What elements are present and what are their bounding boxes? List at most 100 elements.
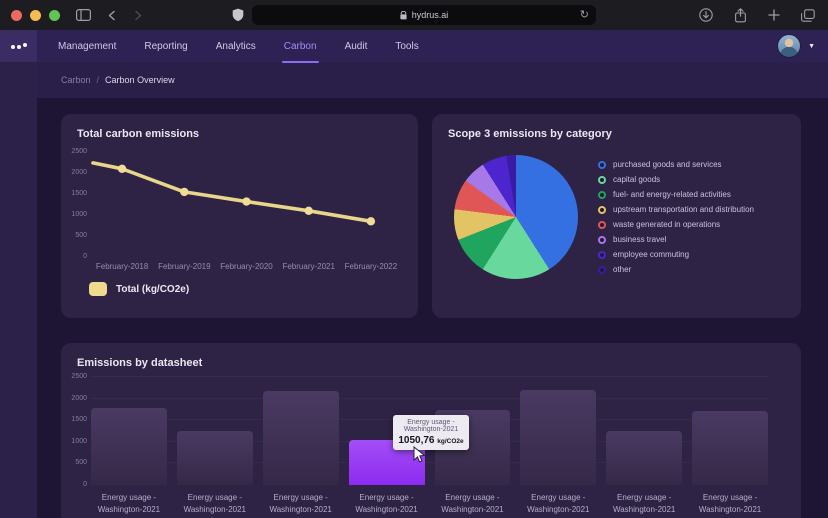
pie-legend-bullet-icon <box>598 175 606 184</box>
line-data-point[interactable] <box>242 197 251 206</box>
y-tick-label: 500 <box>75 459 87 467</box>
nav-item-analytics[interactable]: Analytics <box>215 40 256 52</box>
pie-legend: purchased goods and services capital good… <box>598 160 754 274</box>
pie-legend-label: purchased goods and services <box>613 160 722 169</box>
breadcrumb: Carbon / Carbon Overview <box>37 62 828 98</box>
gridline <box>91 376 768 377</box>
gridline <box>91 397 768 399</box>
line-data-point[interactable] <box>180 187 189 197</box>
bar[interactable] <box>262 390 339 485</box>
new-tab-icon[interactable] <box>768 9 780 21</box>
line-data-point[interactable] <box>304 206 313 215</box>
mouse-cursor <box>413 446 426 463</box>
line-data-point[interactable] <box>366 217 376 226</box>
card-title-total-emissions: Total carbon emissions <box>77 128 200 140</box>
nav-item-reporting[interactable]: Reporting <box>144 40 188 52</box>
privacy-shield-icon[interactable] <box>232 8 244 22</box>
pie-legend-item: other <box>598 265 754 274</box>
sidebar-toggle-icon[interactable] <box>76 9 91 21</box>
window-close-button[interactable] <box>11 9 22 21</box>
tooltip-series-line2: Washington-2021 <box>403 426 459 433</box>
pie-legend-item: purchased goods and services <box>598 160 754 169</box>
y-tick-label: 1000 <box>71 211 87 218</box>
x-tick-label: February-2019 <box>158 262 211 271</box>
card-title-datasheet: Emissions by datasheet <box>77 357 203 369</box>
bar[interactable] <box>176 430 253 485</box>
pie-chart[interactable] <box>454 155 578 279</box>
left-rail <box>0 62 37 518</box>
bar-label: Energy usage - Washington-2021 <box>441 493 504 514</box>
nav-item-audit[interactable]: Audit <box>344 40 368 52</box>
browser-chrome: hydrus.ai ↻ <box>0 0 828 30</box>
user-menu[interactable]: ▼ <box>777 34 815 58</box>
address-bar[interactable]: hydrus.ai ↻ <box>252 5 596 25</box>
pie-legend-bullet-icon <box>598 205 606 214</box>
tab-overview-icon[interactable] <box>801 8 815 22</box>
pie-legend-label: capital goods <box>613 175 661 184</box>
bar-label: Energy usage - Washington-2021 <box>183 493 247 514</box>
line-chart <box>91 161 376 226</box>
nav-item-management[interactable]: Management <box>58 40 117 52</box>
bar-tooltip: Energy usage - Washington-2021 1050,76 k… <box>393 415 469 450</box>
legend-swatch <box>89 282 107 296</box>
share-icon[interactable] <box>734 7 747 23</box>
pie-legend-bullet-icon <box>598 235 606 244</box>
bar[interactable] <box>91 408 167 485</box>
gridline <box>91 462 768 464</box>
bar[interactable] <box>520 389 597 485</box>
nav-item-carbon[interactable]: Carbon <box>281 40 319 63</box>
bar-label: Energy usage - Washington-2021 <box>527 493 590 514</box>
downloads-icon[interactable] <box>699 8 713 22</box>
y-tick-label: 2500 <box>71 148 87 155</box>
bar-label: Energy usage - Washington-2021 <box>355 493 418 514</box>
pie-legend-label: employee commuting <box>613 250 690 259</box>
user-avatar[interactable] <box>777 34 802 58</box>
pie-legend-label: business travel <box>613 235 667 244</box>
pie-legend-item: upstream transportation and distribution <box>598 205 754 214</box>
pie-legend-item: capital goods <box>598 175 754 184</box>
pie-legend-bullet-icon <box>598 220 606 229</box>
bar-label: Energy usage - Washington-2021 <box>698 493 762 514</box>
bar-label: Energy usage - Washington-2021 <box>269 493 332 514</box>
total-emissions-card: Total carbon emissions 2500 2000 1500 1000 5… <box>61 114 418 318</box>
breadcrumb-current: Carbon Overview <box>105 75 175 85</box>
legend-label: Total (kg/CO2e) <box>116 283 190 295</box>
line-data-point[interactable] <box>117 164 127 173</box>
x-tick-label: February-2020 <box>220 262 273 271</box>
hydrus-logo[interactable] <box>0 30 37 62</box>
legend-item-total: Total (kg/CO2e) <box>89 282 189 296</box>
line-series-total <box>91 161 373 224</box>
bar-chart-x-axis: Energy usage - Washington-2021 Energy usag… <box>91 492 768 515</box>
card-title-scope3: Scope 3 emissions by category <box>448 128 612 140</box>
pie-legend-bullet-icon <box>598 265 606 274</box>
tooltip-value: 1050,76 kg/CO2e <box>398 435 464 446</box>
reload-icon[interactable]: ↻ <box>579 8 589 21</box>
window-zoom-button[interactable] <box>49 9 60 21</box>
pie-legend-item: employee commuting <box>598 250 754 259</box>
y-tick-label: 1500 <box>71 190 87 197</box>
forward-icon[interactable] <box>133 10 143 21</box>
line-chart-x-axis: February-2018 February-2019 February-2020 F… <box>91 262 402 271</box>
bar[interactable] <box>606 430 683 485</box>
tooltip-series-line1: Energy usage - <box>407 419 455 426</box>
pie-legend-label: other <box>613 265 632 274</box>
emissions-by-datasheet-card: Emissions by datasheet 2500 2000 1500 1000 5… <box>61 343 801 518</box>
window-minimize-button[interactable] <box>30 9 41 21</box>
nav-item-tools[interactable]: Tools <box>395 40 419 52</box>
bar-chart-y-axis: 2500 2000 1500 1000 500 0 <box>71 373 91 488</box>
bar[interactable] <box>692 410 768 485</box>
y-tick-label: 500 <box>75 232 87 239</box>
app-navbar: Management Reporting Analytics Carbon Audit T… <box>0 30 828 63</box>
pie-legend-item: business travel <box>598 235 754 244</box>
primary-nav: Management Reporting Analytics Carbon Audit T… <box>37 40 419 63</box>
back-icon[interactable] <box>107 10 117 21</box>
pie-legend-label: upstream transportation and distribution <box>613 205 754 214</box>
line-chart-legend: Total (kg/CO2e) <box>89 282 402 296</box>
y-tick-label: 1000 <box>71 437 87 445</box>
pie-legend-label: fuel- and energy-related activities <box>613 190 731 199</box>
user-menu-caret-icon[interactable]: ▼ <box>808 42 815 50</box>
x-tick-label: February-2022 <box>344 262 398 271</box>
scope3-emissions-card: Scope 3 emissions by category purchased … <box>432 114 801 318</box>
breadcrumb-parent[interactable]: Carbon <box>61 75 91 85</box>
hydrus-logo-glyph <box>10 43 27 49</box>
